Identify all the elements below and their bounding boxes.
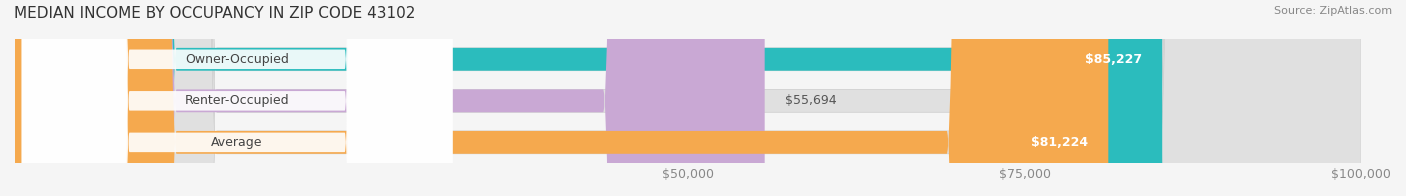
Text: $85,227: $85,227 [1085,53,1142,66]
FancyBboxPatch shape [21,0,453,196]
FancyBboxPatch shape [21,0,453,196]
Text: MEDIAN INCOME BY OCCUPANCY IN ZIP CODE 43102: MEDIAN INCOME BY OCCUPANCY IN ZIP CODE 4… [14,6,415,21]
FancyBboxPatch shape [15,0,1361,196]
Text: Renter-Occupied: Renter-Occupied [184,94,290,107]
Text: Owner-Occupied: Owner-Occupied [186,53,290,66]
FancyBboxPatch shape [15,0,1361,196]
Text: Source: ZipAtlas.com: Source: ZipAtlas.com [1274,6,1392,16]
Text: Average: Average [211,136,263,149]
FancyBboxPatch shape [15,0,1108,196]
Text: $55,694: $55,694 [785,94,837,107]
FancyBboxPatch shape [15,0,1361,196]
FancyBboxPatch shape [15,0,1163,196]
Text: $81,224: $81,224 [1031,136,1088,149]
FancyBboxPatch shape [15,0,765,196]
FancyBboxPatch shape [21,0,453,196]
